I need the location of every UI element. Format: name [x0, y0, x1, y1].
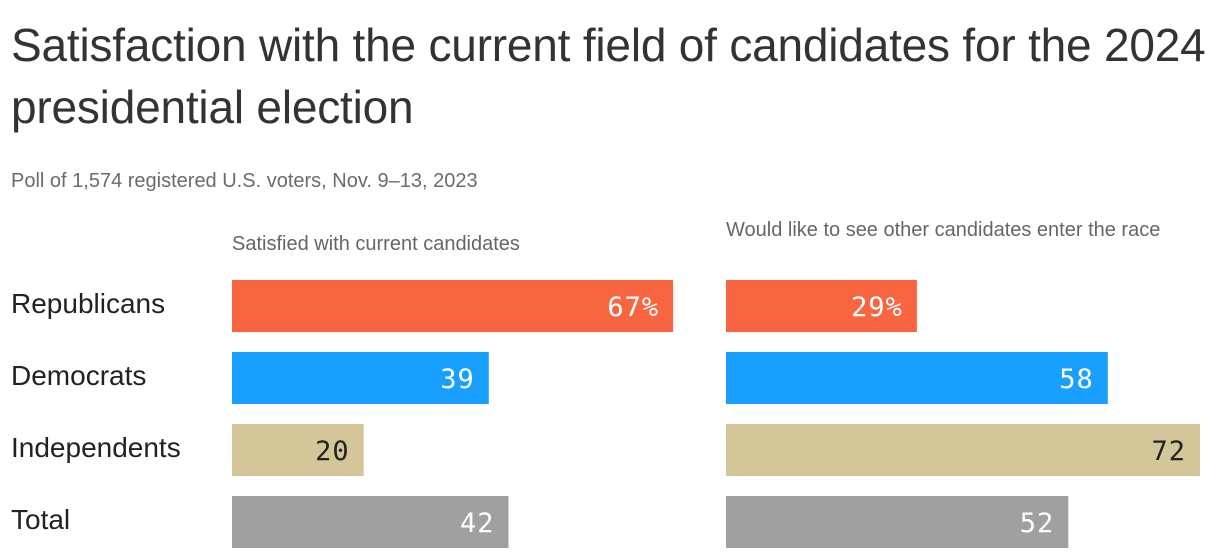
bar-1-total [232, 496, 509, 548]
chart-subtitle: Poll of 1,574 registered U.S. voters, No… [11, 170, 478, 192]
bar-2-democrats [726, 352, 1108, 404]
bar-label-2-total: 52 [1020, 508, 1055, 539]
bar-1-independents [232, 424, 364, 476]
column-header-other-candidates: Would like to see other candidates enter… [726, 219, 1161, 241]
bar-2-republicans [726, 280, 917, 332]
row-label-democrats: Democrats [11, 360, 147, 391]
bar-label-1-total: 42 [460, 508, 495, 539]
bar-2-independents [726, 424, 1200, 476]
bar-1-republicans [232, 280, 674, 332]
bar-2-total [726, 496, 1069, 548]
row-label-independents: Independents [11, 432, 181, 463]
row-label-republicans: Republicans [11, 288, 166, 319]
bar-label-1-democrats: 39 [440, 364, 475, 395]
bar-1-democrats [232, 352, 489, 404]
bar-label-2-republicans: 29% [851, 292, 903, 323]
bar-label-1-independents: 20 [315, 436, 350, 467]
row-label-total: Total [11, 504, 71, 535]
bar-label-2-independents: 72 [1151, 436, 1186, 467]
chart-title: Satisfaction with the current field of c… [11, 19, 1206, 133]
bar-label-2-democrats: 58 [1059, 364, 1094, 395]
column-header-satisfied: Satisfied with current candidates [232, 233, 520, 255]
bar-label-1-republicans: 67% [607, 292, 659, 323]
